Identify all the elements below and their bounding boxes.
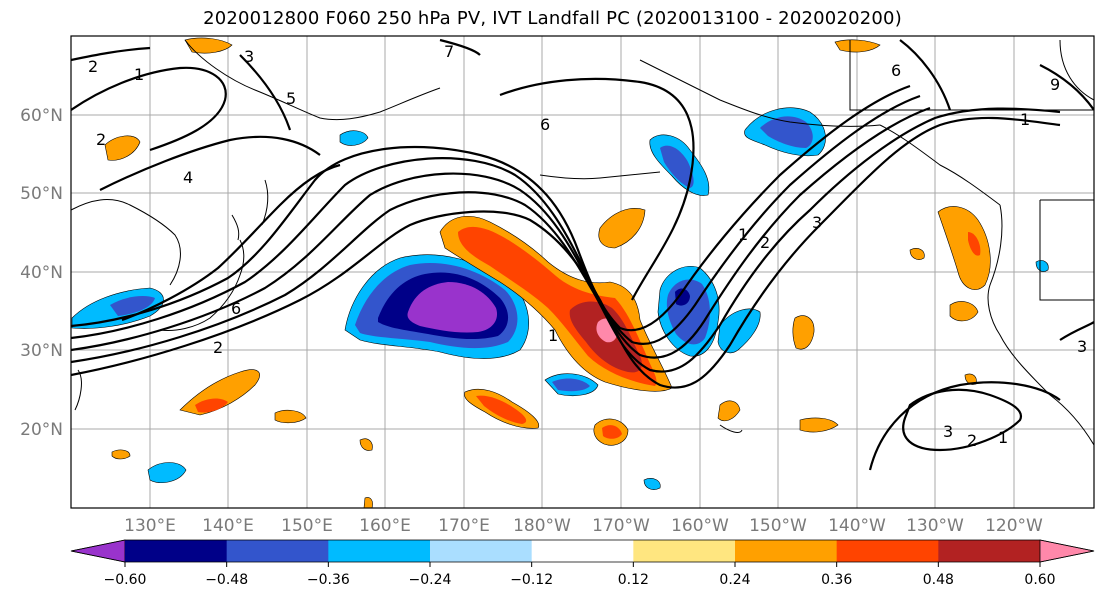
- lat-tick-label: 60°N: [20, 106, 63, 126]
- colorbar-tick-label: 0.60: [1024, 572, 1055, 588]
- colorbar-extend-max: [1039, 539, 1095, 563]
- lat-tick-label: 30°N: [20, 341, 63, 361]
- colorbar-tick-label: 0.48: [923, 572, 954, 588]
- contour-label: 3: [943, 422, 953, 441]
- contour-label: 2: [967, 431, 977, 450]
- contour-label: 1: [134, 65, 144, 84]
- colorbar-swatch: [633, 540, 736, 562]
- lon-tick-label: 150°W: [749, 516, 807, 536]
- colorbar-swatch: [328, 540, 431, 562]
- colorbar-tick-label: 0.12: [618, 572, 649, 588]
- map-title: 2020012800 F060 250 hPa PV, IVT Landfall…: [203, 8, 902, 29]
- colorbar-swatch: [430, 540, 533, 562]
- lat-tick-label: 50°N: [20, 184, 63, 204]
- contour-label: 6: [891, 61, 901, 80]
- contour-label: 1: [1020, 110, 1030, 129]
- contour-label: 6: [540, 115, 550, 134]
- lon-tick-label: 160°W: [671, 516, 729, 536]
- contour-label: 9: [1050, 75, 1060, 94]
- colorbar-swatches: [70, 539, 1095, 563]
- contour-label: 2: [88, 57, 98, 76]
- contour-label: 1: [998, 428, 1008, 447]
- colorbar-ticks: −0.60 −0.48 −0.36 −0.24 −0.12 0.12 0.24 0.36 0.4…: [104, 562, 1056, 588]
- contour-label: 7: [444, 42, 454, 61]
- lat-tick-label: 20°N: [20, 420, 63, 440]
- colorbar-tick-label: −0.24: [409, 572, 452, 588]
- map-area: 2 1 3 5 2 4 6 2 1 6 7 1 2 3 6 9 1 3 2 1 …: [71, 36, 1094, 508]
- contour-labels: 2 1 3 5 2 4 6 2 1 6 7 1 2 3 6 9 1 3 2 1 …: [88, 42, 1087, 450]
- lon-tick-label: 120°W: [985, 516, 1043, 536]
- contour-label: 1: [548, 326, 558, 345]
- pv-shading: [71, 37, 1049, 508]
- colorbar-swatch: [836, 540, 939, 562]
- contour-label: 4: [183, 168, 193, 187]
- contour-label: 2: [213, 338, 223, 357]
- pv-contours: [71, 38, 1094, 471]
- contour-label: 3: [244, 47, 254, 66]
- colorbar-swatch: [735, 540, 838, 562]
- colorbar-swatch: [226, 540, 329, 562]
- colorbar-extend-min: [70, 539, 126, 563]
- lat-tick-label: 40°N: [20, 263, 63, 283]
- contour-label: 2: [760, 233, 770, 252]
- lon-tick-label: 140°E: [202, 516, 254, 536]
- contour-label: 3: [812, 213, 822, 232]
- gridlines: [71, 36, 1094, 508]
- lon-tick-label: 170°W: [592, 516, 650, 536]
- colorbar-tick-label: −0.36: [307, 572, 350, 588]
- colorbar: −0.60 −0.48 −0.36 −0.24 −0.12 0.12 0.24 0.36 0.4…: [70, 539, 1095, 588]
- contour-label: 5: [286, 89, 296, 108]
- colorbar-swatch: [531, 540, 634, 562]
- lon-tick-label: 160°E: [359, 516, 411, 536]
- lon-tick-label: 130°W: [906, 516, 964, 536]
- colorbar-swatch: [938, 540, 1041, 562]
- contour-label: 1: [738, 225, 748, 244]
- latitude-labels: 20°N 30°N 40°N 50°N 60°N: [20, 106, 63, 440]
- lon-tick-label: 180°W: [513, 516, 571, 536]
- colorbar-swatch: [125, 540, 228, 562]
- contour-label: 2: [96, 130, 106, 149]
- colorbar-tick-label: 0.36: [821, 572, 852, 588]
- colorbar-tick-label: −0.60: [104, 572, 147, 588]
- lon-tick-label: 130°E: [124, 516, 176, 536]
- contour-label: 6: [231, 299, 241, 318]
- longitude-labels: 130°E 140°E 150°E 160°E 170°E 180°W 170°…: [124, 516, 1043, 536]
- colorbar-tick-label: −0.12: [510, 572, 553, 588]
- contour-label: 3: [1077, 337, 1087, 356]
- lon-tick-label: 170°E: [438, 516, 490, 536]
- colorbar-tick-label: −0.48: [205, 572, 248, 588]
- lon-tick-label: 140°W: [828, 516, 886, 536]
- colorbar-tick-label: 0.24: [719, 572, 750, 588]
- map-frame: [70, 35, 1095, 509]
- lon-tick-label: 150°E: [281, 516, 333, 536]
